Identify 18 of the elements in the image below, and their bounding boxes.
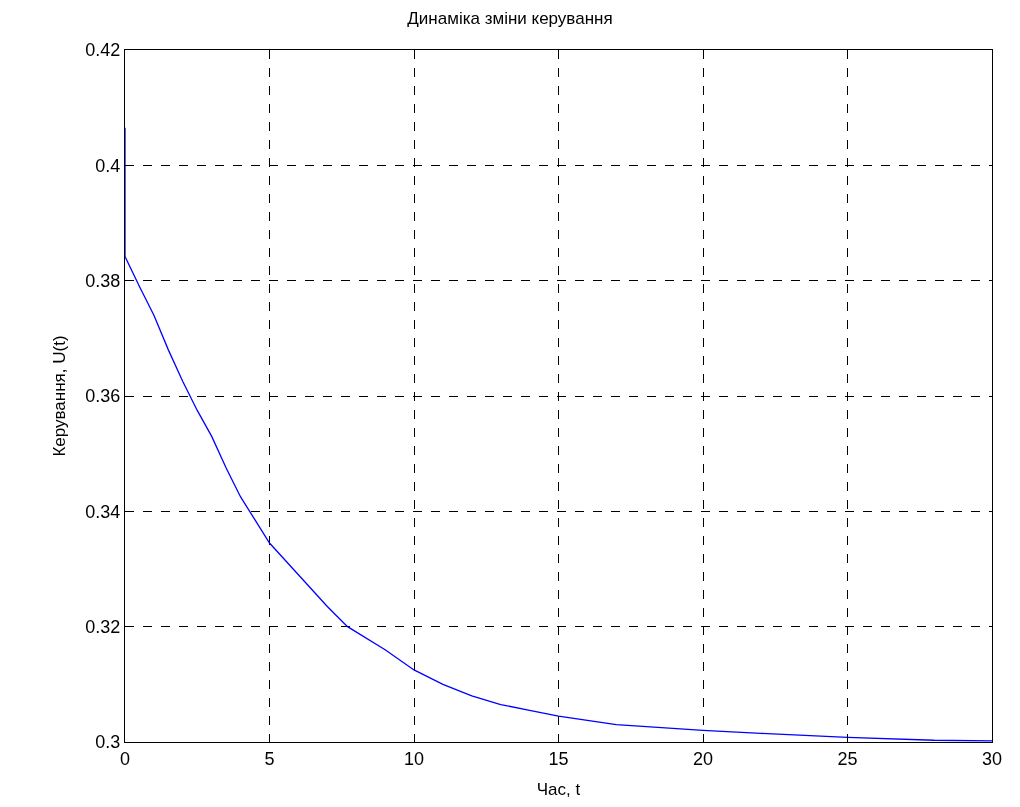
x-tick-label: 30 — [981, 748, 1003, 769]
y-tick-label: 0.3 — [95, 732, 121, 753]
y-tick-label: 0.38 — [85, 270, 121, 291]
y-tick-label: 0.42 — [85, 40, 121, 61]
y-tick-label: 0.32 — [85, 616, 121, 637]
x-tick-label: 0 — [119, 748, 131, 769]
x-tick-label: 25 — [837, 748, 858, 769]
chart-title: Динаміка зміни керування — [407, 9, 613, 28]
x-tick-label: 5 — [264, 748, 275, 769]
y-tick-label: 0.36 — [85, 386, 121, 407]
x-tick-label: 15 — [548, 748, 569, 769]
x-tick-label: 20 — [692, 748, 714, 769]
y-tick-label: 0.4 — [95, 155, 121, 176]
x-tick-label: 10 — [403, 748, 425, 769]
y-tick-label: 0.34 — [85, 501, 121, 522]
y-axis-title: Керування, U(t) — [49, 335, 69, 457]
x-axis-title: Час, t — [536, 780, 581, 799]
line-series — [125, 127, 992, 742]
